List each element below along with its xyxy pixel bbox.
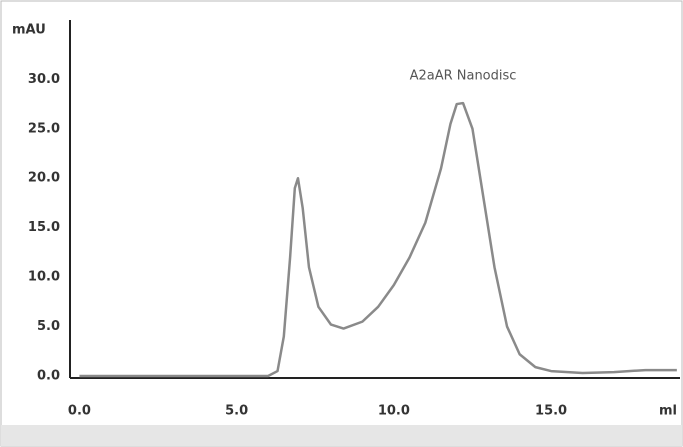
x-axis-label: ml xyxy=(659,404,677,419)
y-tick-label: 30.0 xyxy=(28,72,60,87)
x-tick-label: 0.0 xyxy=(68,404,91,419)
x-tick-label: 15.0 xyxy=(535,404,567,419)
y-tick-label: 0.0 xyxy=(37,369,60,384)
y-tick-label: 5.0 xyxy=(37,319,60,334)
x-tick-label: 10.0 xyxy=(378,404,410,419)
y-tick-label: 15.0 xyxy=(28,220,60,235)
x-tick-label: 5.0 xyxy=(225,404,248,419)
data-line xyxy=(79,101,677,378)
footer-band xyxy=(1,425,682,446)
y-tick-label: 20.0 xyxy=(28,171,60,186)
annotation: A2aAR Nanodisc xyxy=(410,69,517,84)
y-tick-label: 10.0 xyxy=(28,270,60,285)
y-tick-label: 25.0 xyxy=(28,121,60,136)
y-axis-label: mAU xyxy=(12,23,46,38)
